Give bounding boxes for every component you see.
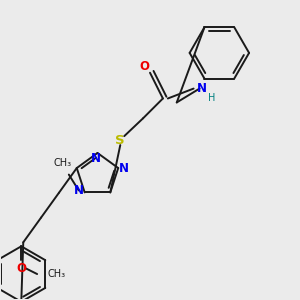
Text: N: N	[91, 152, 100, 165]
Text: CH₃: CH₃	[54, 158, 72, 168]
Text: CH₃: CH₃	[47, 269, 65, 279]
Text: H: H	[208, 94, 215, 103]
Text: O: O	[16, 262, 26, 275]
Text: N: N	[196, 82, 206, 95]
Text: O: O	[139, 60, 149, 73]
Text: S: S	[116, 134, 125, 147]
Text: N: N	[119, 161, 129, 175]
Text: N: N	[74, 184, 84, 197]
